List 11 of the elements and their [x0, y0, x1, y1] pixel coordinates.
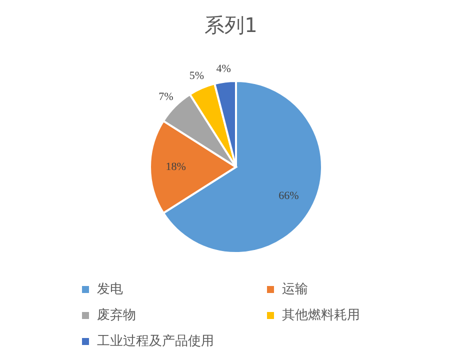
- data-label: 5%: [189, 70, 204, 82]
- data-label: 4%: [216, 62, 231, 75]
- data-label: 18%: [166, 161, 186, 173]
- legend-label: 工业过程及产品使用: [97, 333, 214, 350]
- data-label: 7%: [158, 90, 174, 103]
- legend-label: 运输: [282, 281, 308, 298]
- data-label: 66%: [278, 190, 299, 202]
- legend-label: 发电: [97, 281, 123, 298]
- legend-label: 其他燃料耗用: [282, 307, 360, 324]
- chart-title: 系列1: [204, 12, 258, 39]
- legend-label: 废弃物: [97, 307, 136, 324]
